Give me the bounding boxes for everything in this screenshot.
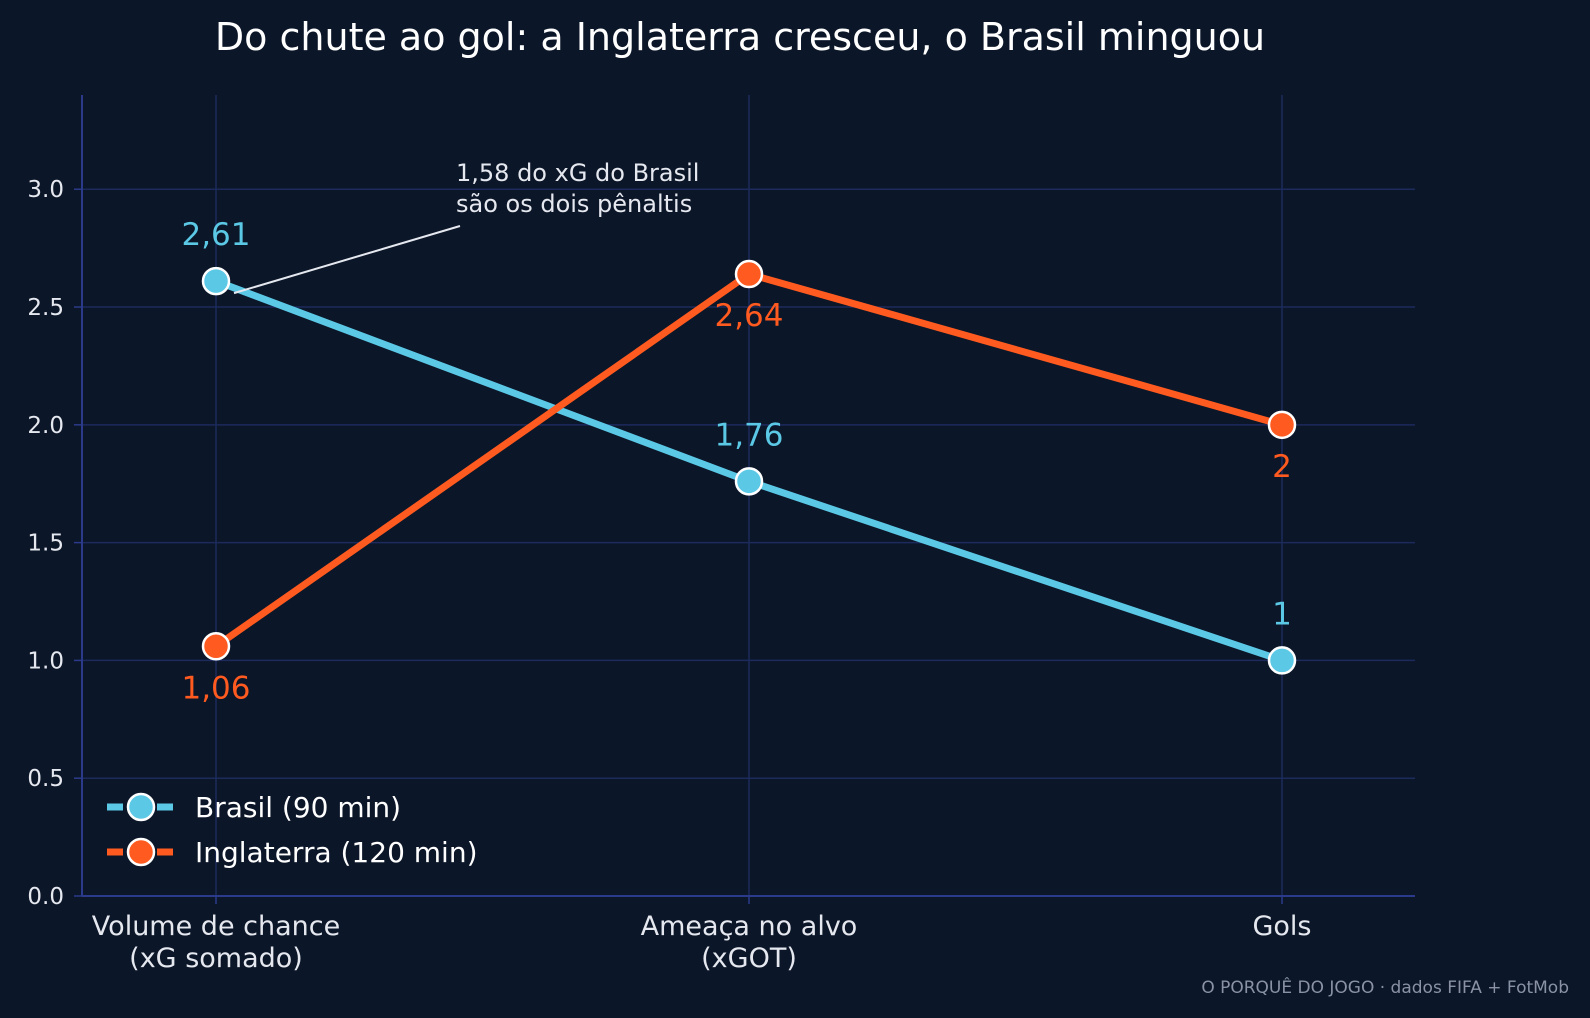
y-tick-label: 1.0 [27,648,64,674]
data-label-inglaterra: 1,06 [181,670,250,706]
x-tick-label: Gols [1252,911,1311,942]
x-tick-label: Volume de chance (xG somado) [92,911,340,974]
legend-item-inglaterra: Inglaterra (120 min) [107,836,478,869]
y-tick-label: 0.5 [27,766,64,792]
source-credit: O PORQUÊ DO JOGO · dados FIFA + FotMob [1201,976,1569,998]
legend-marker-inglaterra [126,837,156,867]
data-label-inglaterra: 2,64 [714,298,783,334]
data-point-inglaterra [201,632,231,661]
series-brasil: 2,61 1,76 1 [181,217,1297,675]
y-tick-label: 1.5 [27,531,64,557]
annotation: 1,58 do xG do Brasil são os dois pênaltis [233,159,699,295]
data-label-inglaterra: 2 [1272,449,1292,485]
data-point-brasil [734,467,764,496]
legend-label-inglaterra: Inglaterra (120 min) [195,836,478,869]
legend: Brasil (90 min) Inglaterra (120 min) [107,791,478,869]
data-point-inglaterra [1267,410,1297,440]
x-tick-label: Ameaça no alvo (xGOT) [641,911,858,974]
grid [82,95,1415,896]
series-inglaterra: 1,06 2,64 2 [181,259,1297,706]
annotation-pointer [233,225,461,295]
legend-marker-brasil [126,792,156,822]
annotation-text: 1,58 do xG do Brasil [456,159,699,187]
chart-title: Do chute ao gol: a Inglaterra cresceu, o… [215,15,1265,59]
y-tick-label: 3.0 [27,177,64,203]
series-layer: 2,61 1,76 1 1,06 2,64 2 [181,217,1297,706]
data-label-brasil: 2,61 [181,217,250,253]
y-tick-label: 2.0 [27,413,64,439]
y-tick-label: 0.0 [27,884,64,910]
legend-label-brasil: Brasil (90 min) [195,791,401,824]
data-label-brasil: 1,76 [714,417,783,453]
annotation-text: são os dois pênaltis [456,190,692,218]
data-point-brasil [1267,646,1297,675]
axes: 0.0 0.5 1.0 1.5 2.0 2.5 3.0 Volume de chance (xG… [27,95,1415,974]
data-label-brasil: 1 [1272,596,1292,632]
data-point-inglaterra [734,259,764,289]
y-tick-label: 2.5 [27,295,64,321]
legend-item-brasil: Brasil (90 min) [107,791,401,824]
data-point-brasil [201,266,231,296]
